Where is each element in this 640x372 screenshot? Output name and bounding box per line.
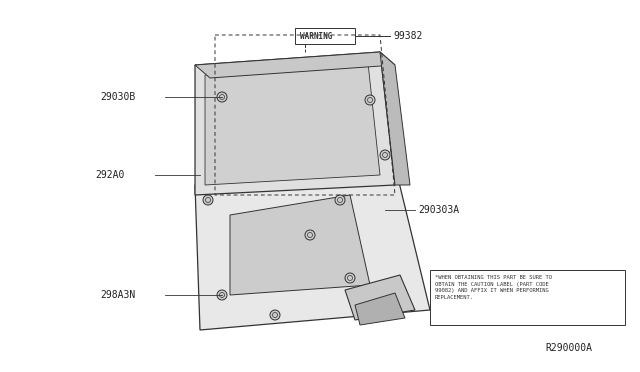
Text: *WHEN OBTAINING THIS PART BE SURE TO
OBTAIN THE CAUTION LABEL (PART CODE
99082) : *WHEN OBTAINING THIS PART BE SURE TO OBT…: [435, 275, 552, 300]
Text: 99382: 99382: [393, 31, 422, 41]
Polygon shape: [355, 293, 405, 325]
Polygon shape: [380, 52, 410, 185]
Circle shape: [217, 92, 227, 102]
Circle shape: [365, 95, 375, 105]
Circle shape: [335, 195, 345, 205]
Polygon shape: [205, 63, 380, 185]
Circle shape: [380, 150, 390, 160]
Text: 290303A: 290303A: [418, 205, 459, 215]
Circle shape: [203, 195, 213, 205]
Text: R290000A: R290000A: [545, 343, 592, 353]
Circle shape: [305, 230, 315, 240]
Polygon shape: [195, 145, 430, 330]
Polygon shape: [345, 275, 415, 320]
Text: WARNING: WARNING: [300, 32, 332, 41]
Polygon shape: [195, 52, 395, 195]
Circle shape: [270, 310, 280, 320]
Text: 292A0: 292A0: [95, 170, 124, 180]
Polygon shape: [195, 52, 395, 78]
Polygon shape: [230, 195, 370, 295]
Circle shape: [217, 290, 227, 300]
Bar: [295, 28, 355, 44]
Bar: [430, 270, 625, 325]
Text: 298A3N: 298A3N: [100, 290, 135, 300]
Text: 29030B: 29030B: [100, 92, 135, 102]
Circle shape: [345, 273, 355, 283]
